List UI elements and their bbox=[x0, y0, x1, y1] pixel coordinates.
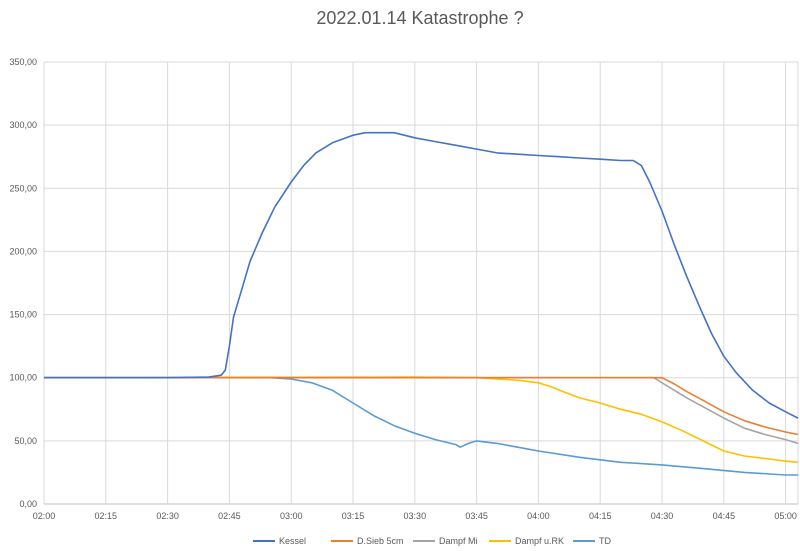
series-line-dampf-mi bbox=[44, 376, 799, 445]
y-tick-label: 100,00 bbox=[9, 373, 37, 383]
x-tick-label: 04:45 bbox=[713, 511, 736, 521]
x-tick-label: 02:15 bbox=[95, 511, 118, 521]
series-line-d-sieb-5cm bbox=[44, 376, 799, 436]
x-tick-label: 04:15 bbox=[589, 511, 612, 521]
x-tick-label: 03:15 bbox=[342, 511, 365, 521]
x-tick-label: 03:30 bbox=[404, 511, 427, 521]
series-line-kessel bbox=[44, 131, 799, 419]
x-tick-label: 04:00 bbox=[527, 511, 550, 521]
legend-label: Kessel bbox=[279, 536, 306, 546]
x-tick-label: 02:30 bbox=[156, 511, 179, 521]
series-line-td bbox=[44, 376, 798, 476]
chart-title: 2022.01.14 Katastrophe ? bbox=[316, 8, 523, 28]
y-tick-label: 0,00 bbox=[19, 499, 37, 509]
y-tick-label: 200,00 bbox=[9, 246, 37, 256]
series-line-dampf-u-rk bbox=[43, 376, 799, 464]
y-tick-label: 150,00 bbox=[9, 310, 37, 320]
x-tick-label: 02:45 bbox=[218, 511, 241, 521]
x-tick-label: 03:45 bbox=[465, 511, 488, 521]
y-tick-label: 350,00 bbox=[9, 57, 37, 67]
x-tick-label: 04:30 bbox=[651, 511, 674, 521]
grid bbox=[43, 61, 799, 505]
axes: 0,00 50,00 100,00 150,00 200,00 250,00 300,00 3… bbox=[9, 57, 796, 521]
y-tick-label: 250,00 bbox=[9, 183, 37, 193]
x-tick-label: 05:00 bbox=[774, 511, 797, 521]
legend-label: Dampf u.RK bbox=[515, 536, 564, 546]
x-tick-label: 03:00 bbox=[280, 511, 303, 521]
legend-label: Dampf Mi bbox=[439, 536, 478, 546]
y-tick-label: 50,00 bbox=[14, 436, 37, 446]
y-tick-label: 300,00 bbox=[9, 120, 37, 130]
legend-label: TD bbox=[599, 536, 611, 546]
series-lines bbox=[43, 131, 799, 476]
legend: Kessel D.Sieb 5cm Dampf Mi Dampf u.RK TD bbox=[253, 536, 611, 546]
legend-label: D.Sieb 5cm bbox=[357, 536, 404, 546]
x-tick-label: 02:00 bbox=[33, 511, 56, 521]
